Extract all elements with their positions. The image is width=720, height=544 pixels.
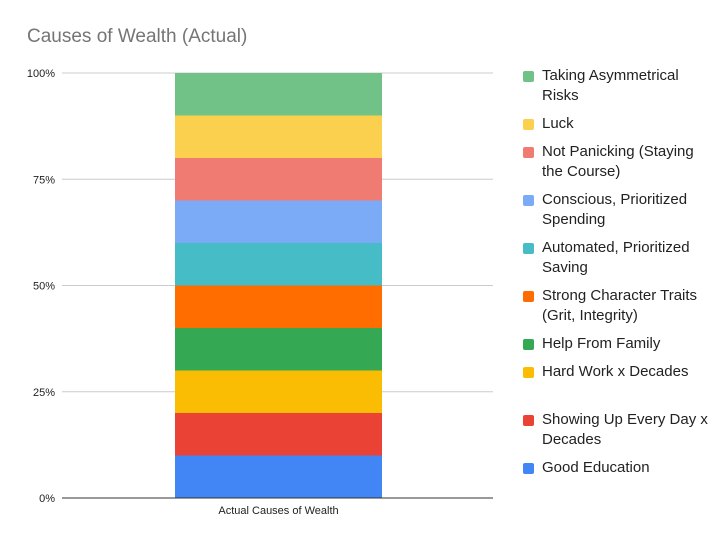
bar-segment-help-from-family[interactable] [175,328,382,371]
legend-label: Showing Up Every Day x Decades [542,411,708,448]
y-tick-label: 75% [33,174,55,186]
bar-segment-luck[interactable] [175,115,382,159]
legend-label: Good Education [542,459,650,476]
x-category-label: Actual Causes of Wealth [218,505,338,517]
bar-segment-not-panicking-staying-the-course[interactable] [175,158,382,201]
legend-label: Help From Family [542,335,661,352]
bar-segment-strong-character-traits-grit-integrity[interactable] [175,285,382,329]
legend-swatch [523,243,534,254]
legend-swatch [523,367,534,378]
legend-swatch [523,195,534,206]
legend-swatch [523,339,534,350]
legend-swatch [523,415,534,426]
legend-label: Strong Character Traits (Grit, Integrity… [542,287,698,324]
legend-label: Hard Work x Decades [542,363,689,380]
legend-label: Taking Asymmetrical Risks [542,67,679,104]
bar-segment-good-education[interactable] [175,455,382,499]
bar-segment-taking-asymmetrical-risks[interactable] [175,73,382,116]
bar-segment-conscious-prioritized-spending[interactable] [175,200,382,244]
y-tick-label: 50% [33,281,55,293]
legend-label: Luck [542,115,574,132]
legend-label: Conscious, Prioritized Spending [542,191,688,228]
legend-label: Not Panicking (Staying the Course) [542,143,694,180]
bar-segment-showing-up-every-day-x-decades[interactable] [175,413,382,456]
bar-segment-hard-work-x-decades[interactable] [175,370,382,414]
legend-swatch [523,119,534,130]
y-tick-label: 25% [33,387,55,399]
y-tick-label: 100% [27,68,55,80]
legend-swatch [523,291,534,302]
legend-swatch [523,71,534,82]
chart-title: Causes of Wealth (Actual) [27,26,248,47]
legend-swatch [523,147,534,158]
bar-segment-automated-prioritized-saving[interactable] [175,243,382,286]
legend-swatch [523,463,534,474]
legend-label: Automated, Prioritized Saving [542,239,690,276]
y-tick-label: 0% [39,493,55,505]
